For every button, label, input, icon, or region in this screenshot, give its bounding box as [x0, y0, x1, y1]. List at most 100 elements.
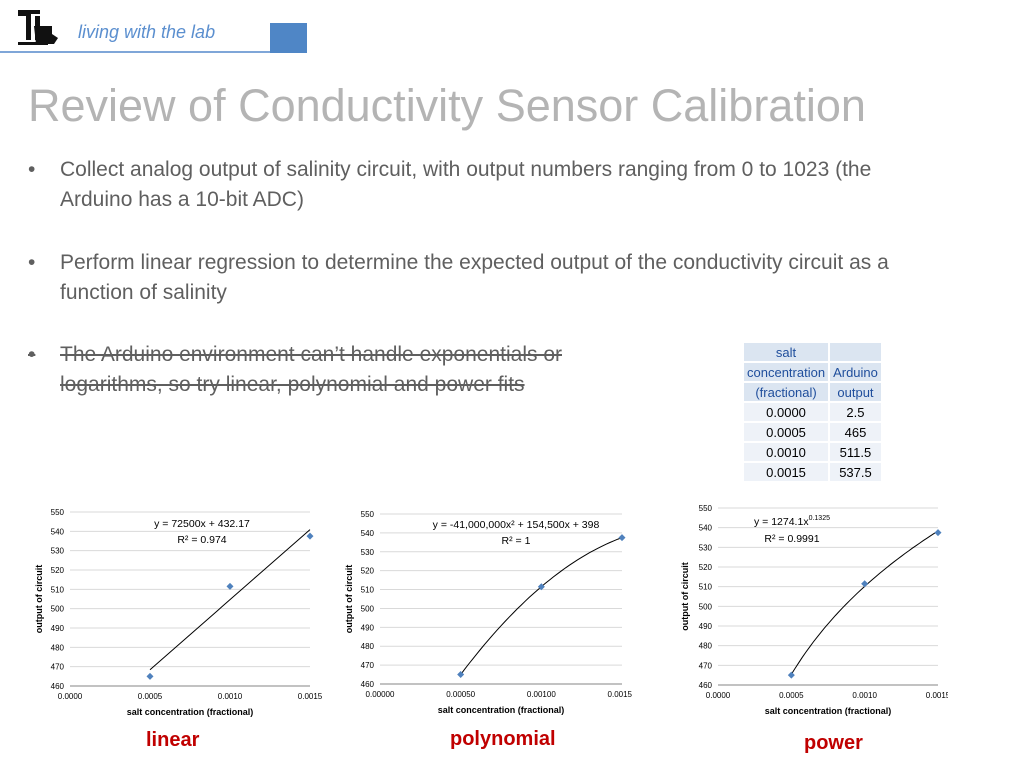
y-tick-label: 480 — [699, 642, 713, 651]
table-cell: 0.0015 — [744, 463, 829, 481]
y-tick-label: 550 — [51, 508, 65, 517]
trendline-equation: y = 1274.1x0.1325 — [754, 515, 830, 528]
y-tick-label: 530 — [51, 547, 65, 556]
y-tick-label: 470 — [699, 661, 713, 670]
y-tick-label: 500 — [51, 605, 65, 614]
data-point — [146, 672, 154, 680]
exponent: 0.1325 — [809, 515, 831, 522]
slide-title: Review of Conductivity Sensor Calibratio… — [28, 80, 866, 131]
x-axis-title: salt concentration (fractional) — [127, 707, 254, 717]
x-tick-label: 0.0015 — [926, 691, 948, 700]
bullet-item: • Collect analog output of salinity circ… — [28, 155, 908, 215]
data-point — [934, 529, 942, 537]
table-header-cell: concentration — [744, 363, 829, 381]
linear-fit-chart: 460 470 480 490 500 510 520 530 540 550 0.0000 0.00… — [34, 508, 322, 717]
x-tick-label: 0.0000 — [58, 692, 83, 701]
trendline-equation: y = 72500x + 432.17 — [154, 518, 250, 530]
table-row: 0.0010 511.5 — [744, 443, 881, 461]
data-point — [226, 582, 234, 590]
y-tick-label: 460 — [51, 682, 65, 691]
table-cell: 0.0000 — [744, 403, 829, 421]
y-tick-label: 460 — [699, 681, 713, 690]
y-tick-label: 460 — [361, 680, 375, 689]
bullet-text: The Arduino environment can’t handle exp… — [60, 343, 562, 396]
bullet-marker: • — [28, 343, 36, 366]
y-tick-label: 540 — [51, 527, 65, 536]
y-tick-label: 530 — [699, 543, 713, 552]
y-tick-label: 500 — [361, 604, 375, 613]
y-tick-label: 470 — [361, 661, 375, 670]
y-tick-label: 550 — [361, 510, 375, 519]
y-tick-label: 520 — [51, 566, 65, 575]
chart-caption-polynomial: polynomial — [450, 728, 556, 750]
table-cell: 537.5 — [830, 463, 881, 481]
data-point — [787, 671, 795, 679]
data-point — [537, 583, 545, 591]
data-point — [306, 532, 314, 540]
table-header-row: (fractional) output — [744, 383, 881, 401]
y-tick-label: 540 — [361, 529, 375, 538]
x-axis-title: salt concentration (fractional) — [438, 705, 565, 715]
y-axis-title: output of circuit — [680, 562, 690, 631]
table-header-cell: salt — [744, 343, 829, 361]
header-text: living with the lab — [78, 22, 216, 42]
table-header-row: salt — [744, 343, 881, 361]
y-tick-label: 500 — [699, 602, 713, 611]
y-tick-label: 510 — [51, 585, 65, 594]
x-axis-title: salt concentration (fractional) — [765, 706, 892, 716]
table-cell: 2.5 — [830, 403, 881, 421]
chart-caption-linear: linear — [146, 729, 200, 751]
x-tick-label: 0.00150 — [608, 690, 632, 699]
x-tick-label: 0.0000 — [706, 691, 731, 700]
y-tick-label: 530 — [361, 548, 375, 557]
table-header-cell: Arduino — [830, 363, 881, 381]
table-cell: 0.0010 — [744, 443, 829, 461]
y-tick-label: 520 — [361, 567, 375, 576]
chart-caption-power: power — [804, 732, 863, 754]
trendline — [460, 537, 623, 675]
y-tick-label: 480 — [51, 643, 65, 652]
y-axis-title: output of circuit — [344, 565, 354, 634]
bullet-marker: • — [28, 158, 36, 181]
y-tick-label: 510 — [699, 583, 713, 592]
bullet-text: Collect analog output of salinity circui… — [60, 158, 872, 211]
data-point — [861, 580, 869, 588]
y-tick-label: 510 — [361, 586, 375, 595]
table-row: 0.0005 465 — [744, 423, 881, 441]
louisiana-tech-logo — [18, 10, 58, 45]
trendline — [790, 530, 939, 675]
x-tick-label: 0.0010 — [852, 691, 877, 700]
header-box — [270, 23, 307, 53]
y-tick-label: 540 — [699, 524, 713, 533]
y-tick-label: 520 — [699, 563, 713, 572]
bullet-text: Perform linear regression to determine t… — [60, 251, 889, 304]
y-tick-label: 490 — [361, 623, 375, 632]
y-tick-label: 490 — [51, 624, 65, 633]
x-tick-label: 0.00100 — [527, 690, 556, 699]
y-axis-title: output of circuit — [34, 565, 44, 634]
polynomial-fit-chart: 460 470 480 490 500 510 520 530 540 550 0.00000 0.0… — [344, 510, 632, 715]
table-header-cell: (fractional) — [744, 383, 829, 401]
y-tick-label: 550 — [699, 504, 713, 513]
table-header-cell: output — [830, 383, 881, 401]
y-tick-label: 470 — [51, 663, 65, 672]
r-squared-label: R² = 0.974 — [177, 534, 226, 546]
table-cell: 511.5 — [830, 443, 881, 461]
bullet-item: • Perform linear regression to determine… — [28, 248, 908, 308]
x-tick-label: 0.0015 — [298, 692, 322, 701]
header-rule — [0, 51, 270, 53]
table-row: 0.0015 537.5 — [744, 463, 881, 481]
r-squared-label: R² = 0.9991 — [764, 533, 819, 545]
calibration-table: salt concentration Arduino (fractional) … — [742, 341, 883, 483]
table-row: 0.0000 2.5 — [744, 403, 881, 421]
x-tick-label: 0.0005 — [138, 692, 163, 701]
x-tick-label: 0.0010 — [218, 692, 243, 701]
table-header-row: concentration Arduino — [744, 363, 881, 381]
y-tick-label: 480 — [361, 642, 375, 651]
x-tick-label: 0.00000 — [366, 690, 395, 699]
table-header-cell — [830, 343, 881, 361]
x-tick-label: 0.00050 — [446, 690, 475, 699]
trendline — [149, 529, 311, 671]
table-cell: 0.0005 — [744, 423, 829, 441]
data-point — [618, 534, 626, 542]
